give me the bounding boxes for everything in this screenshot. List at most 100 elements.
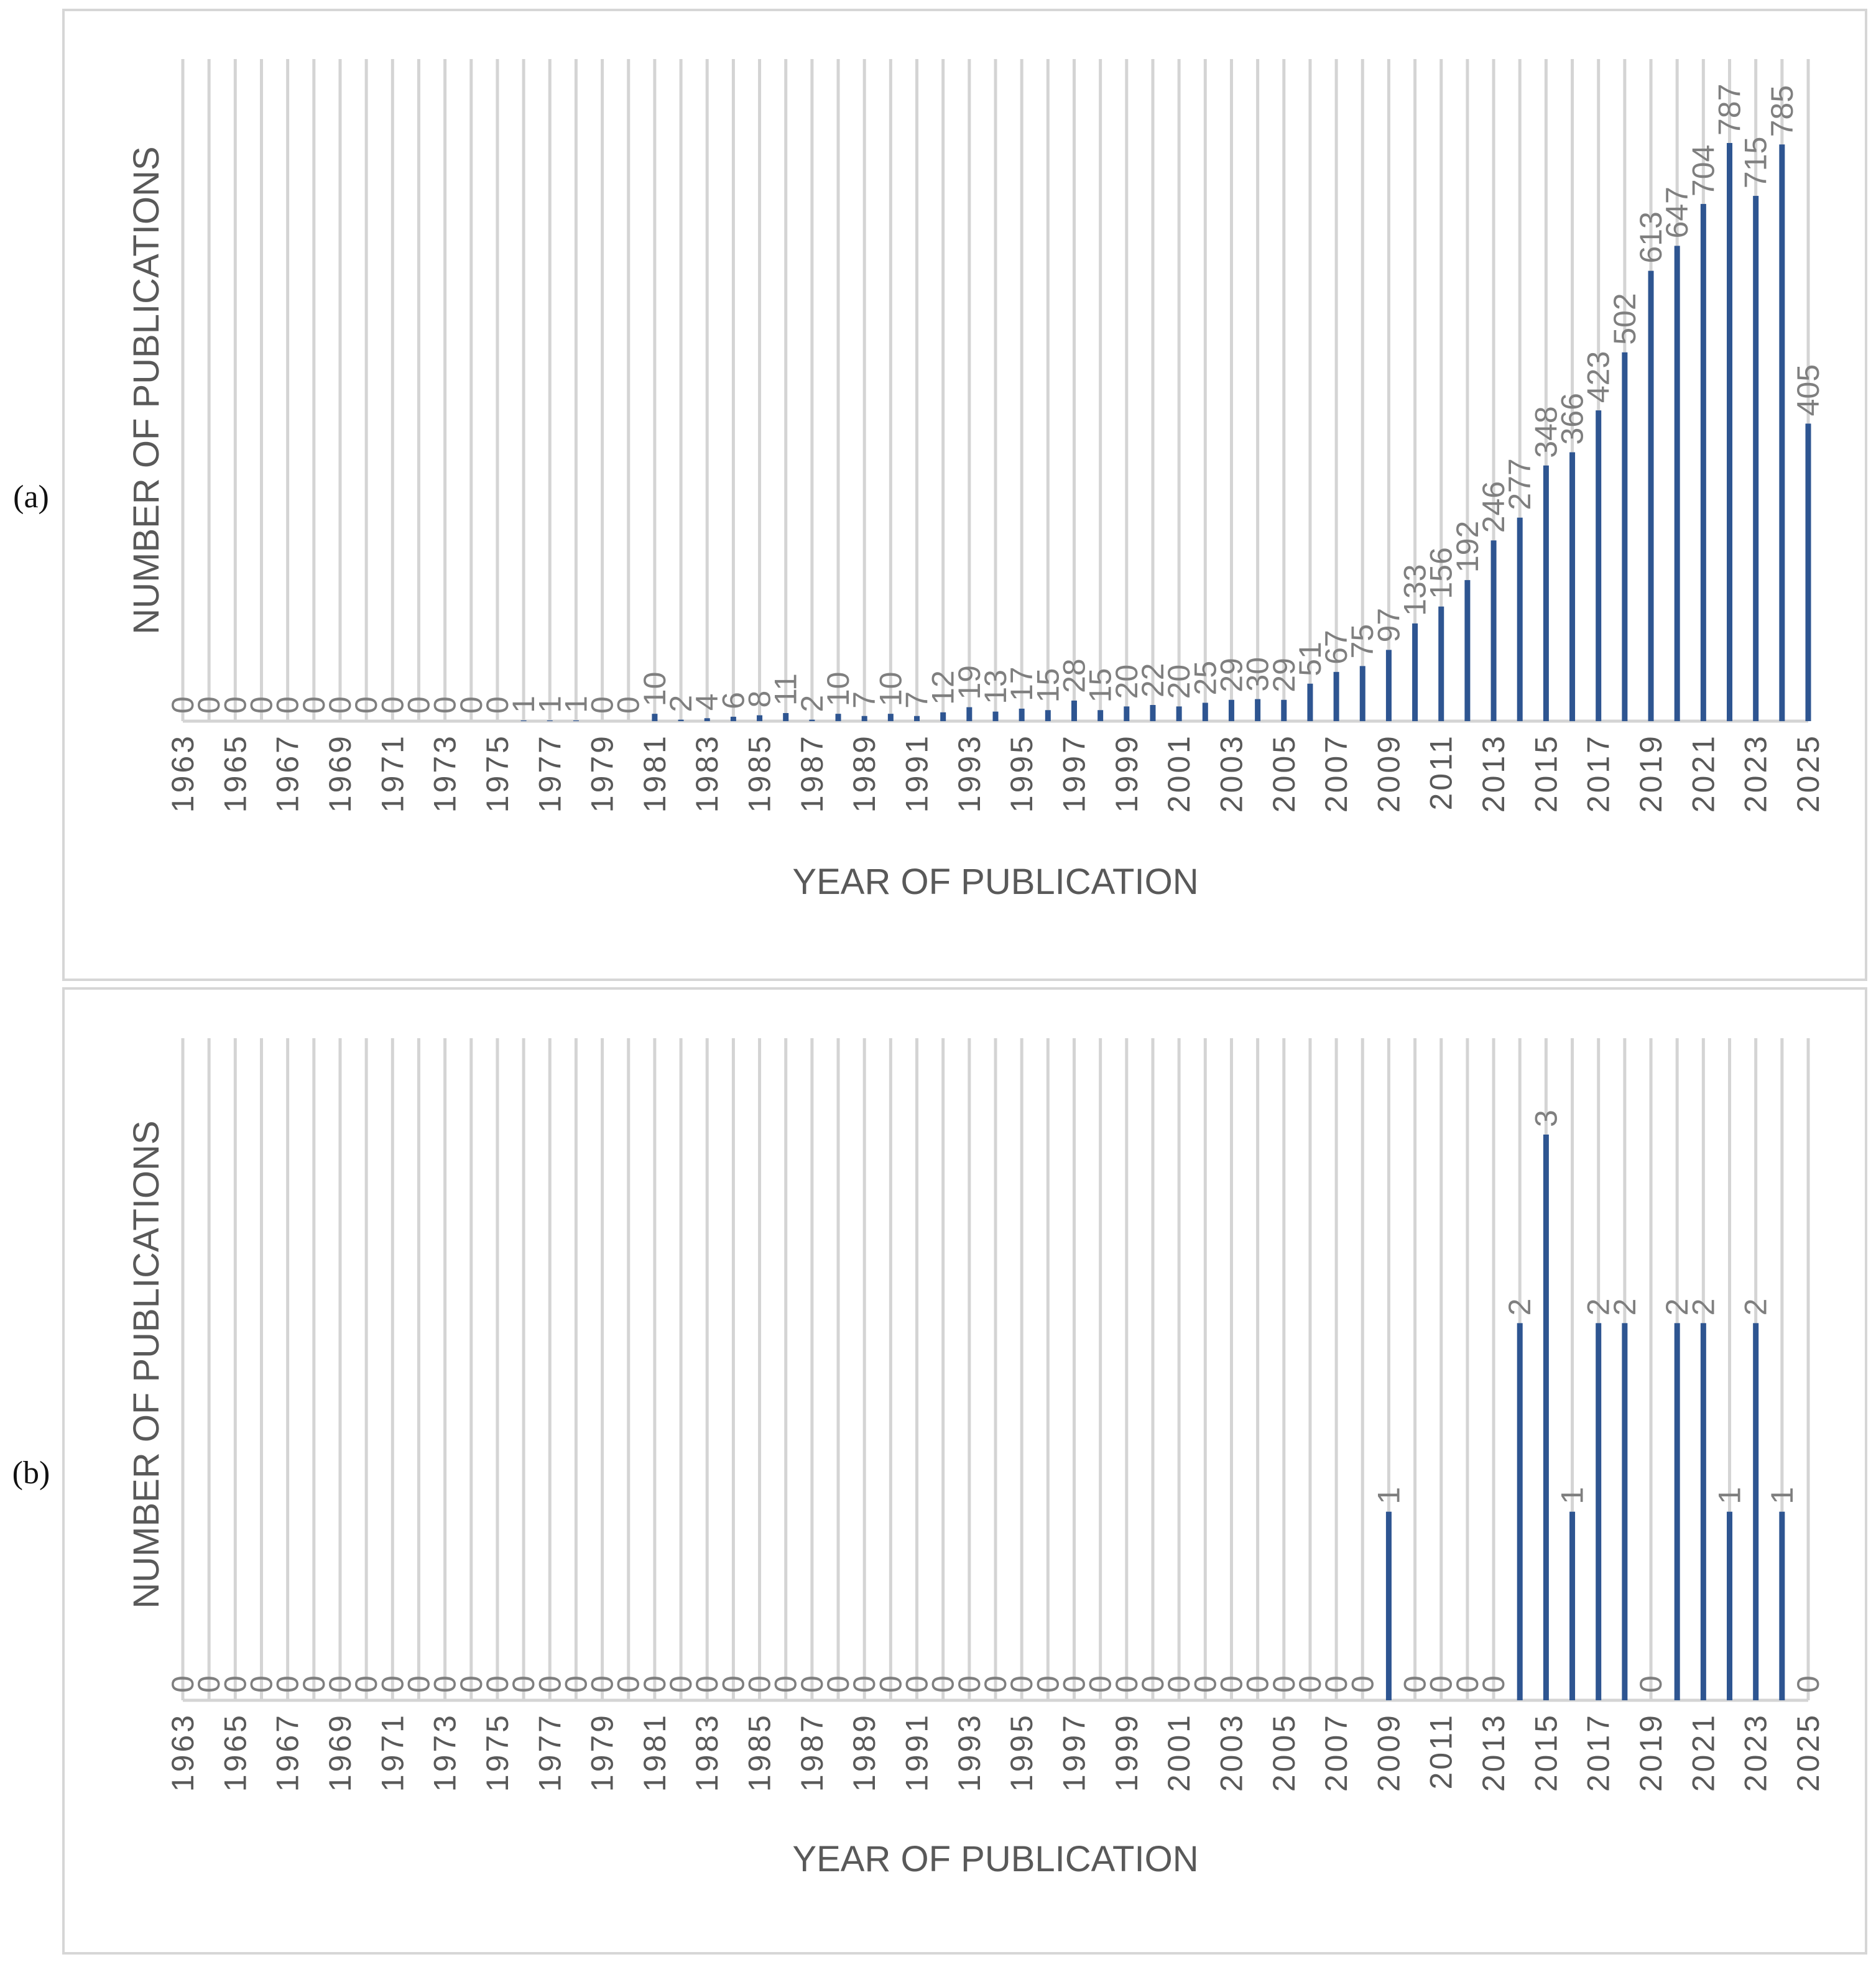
x-tick-label-1973: 1973 bbox=[428, 1713, 463, 1792]
bar-2018 bbox=[1622, 1323, 1628, 1700]
data-label-2013: 0 bbox=[1476, 1675, 1511, 1693]
x-tick-label-2013: 2013 bbox=[1476, 1713, 1511, 1792]
data-label-1998: 0 bbox=[1083, 1675, 1118, 1693]
x-tick-label-2025: 2025 bbox=[1791, 734, 1826, 813]
data-label-2010: 133 bbox=[1398, 564, 1433, 615]
data-label-1968: 0 bbox=[297, 1675, 331, 1693]
data-label-1992: 12 bbox=[926, 670, 961, 705]
data-label-1991: 7 bbox=[900, 691, 935, 709]
data-label-1980: 0 bbox=[611, 696, 646, 714]
data-label-1975: 0 bbox=[480, 696, 515, 714]
bar-2023 bbox=[1753, 1323, 1759, 1700]
x-tick-label-1991: 1991 bbox=[900, 734, 935, 813]
data-label-1972: 0 bbox=[401, 696, 436, 714]
x-tick-label-1991: 1991 bbox=[900, 1713, 935, 1792]
data-label-2002: 25 bbox=[1188, 661, 1222, 696]
data-label-2004: 0 bbox=[1241, 1675, 1275, 1693]
data-label-1976: 0 bbox=[506, 1675, 541, 1693]
data-label-2008: 0 bbox=[1345, 1675, 1380, 1693]
data-label-1983: 4 bbox=[690, 693, 724, 711]
gridlines bbox=[181, 1038, 1810, 1700]
data-label-2004: 30 bbox=[1241, 657, 1275, 692]
data-labels: 0000000000000000000000000000000000000000… bbox=[165, 1110, 1826, 1693]
data-labels: 0000000000000111001024681121071071219131… bbox=[165, 84, 1826, 714]
bar-2018 bbox=[1622, 352, 1628, 721]
data-label-2002: 0 bbox=[1188, 1675, 1222, 1693]
data-label-1985: 0 bbox=[742, 1675, 777, 1693]
data-label-1982: 0 bbox=[663, 1675, 698, 1693]
bar-2025 bbox=[1805, 423, 1811, 721]
data-label-1986: 0 bbox=[769, 1675, 803, 1693]
data-label-1993: 0 bbox=[952, 1675, 987, 1693]
data-label-1973: 0 bbox=[428, 696, 463, 714]
data-label-2003: 29 bbox=[1214, 658, 1249, 693]
data-label-2011: 0 bbox=[1424, 1675, 1459, 1693]
x-tick-label-1995: 1995 bbox=[1004, 734, 1039, 813]
gridlines bbox=[181, 59, 1810, 721]
data-label-2015: 348 bbox=[1528, 406, 1563, 458]
x-tick-label-1985: 1985 bbox=[742, 1713, 777, 1792]
data-label-2019: 0 bbox=[1633, 1675, 1668, 1693]
panel-a-label: (a) bbox=[13, 479, 49, 515]
x-axis-title: YEAR OF PUBLICATION bbox=[792, 862, 1198, 902]
chart-a: 0000000000000111001024681121071071219131… bbox=[126, 59, 1826, 902]
x-tick-label-1993: 1993 bbox=[952, 734, 987, 813]
data-label-2021: 704 bbox=[1686, 145, 1721, 196]
bar-2022 bbox=[1727, 1511, 1733, 1700]
x-tick-label-1985: 1985 bbox=[742, 734, 777, 813]
data-label-1989: 0 bbox=[847, 1675, 882, 1693]
bars bbox=[1385, 1135, 1785, 1700]
data-label-2025: 405 bbox=[1791, 364, 1826, 416]
bar-2017 bbox=[1596, 1323, 1602, 1700]
x-tick-label-1987: 1987 bbox=[795, 1713, 829, 1792]
bar-1986 bbox=[783, 713, 789, 721]
bar-1991 bbox=[914, 716, 920, 721]
data-label-1975: 0 bbox=[480, 1675, 515, 1693]
data-label-1976: 1 bbox=[506, 696, 541, 713]
data-label-1969: 0 bbox=[323, 1675, 358, 1693]
data-label-2000: 22 bbox=[1135, 663, 1170, 698]
panel-b-label: (b) bbox=[12, 1455, 50, 1491]
x-tick-label-1963: 1963 bbox=[165, 1713, 200, 1792]
data-label-2008: 75 bbox=[1345, 624, 1380, 659]
data-label-1979: 0 bbox=[585, 696, 620, 714]
data-label-1967: 0 bbox=[270, 1675, 305, 1693]
bar-1989 bbox=[861, 716, 867, 721]
data-label-1988: 0 bbox=[821, 1675, 856, 1693]
bars bbox=[520, 143, 1811, 722]
bar-2014 bbox=[1517, 517, 1523, 721]
x-tick-label-1963: 1963 bbox=[165, 734, 200, 813]
data-label-1965: 0 bbox=[218, 696, 252, 714]
data-label-1986: 11 bbox=[769, 673, 803, 706]
data-label-2005: 29 bbox=[1267, 658, 1301, 693]
bar-2020 bbox=[1674, 246, 1680, 722]
x-tick-label-1975: 1975 bbox=[480, 1713, 515, 1792]
y-axis-title: NUMBER OF PUBLICATIONS bbox=[126, 1120, 167, 1608]
data-label-2017: 423 bbox=[1581, 351, 1616, 403]
x-tick-label-1971: 1971 bbox=[375, 734, 410, 813]
data-label-1999: 20 bbox=[1109, 665, 1144, 699]
data-label-2006: 0 bbox=[1293, 1675, 1328, 1693]
x-tick-label-2011: 2011 bbox=[1424, 1713, 1459, 1790]
data-label-1994: 0 bbox=[978, 1675, 1013, 1693]
data-label-1981: 0 bbox=[637, 1675, 672, 1693]
bar-2003 bbox=[1228, 699, 1234, 721]
x-tick-label-2005: 2005 bbox=[1267, 734, 1301, 813]
bar-1982 bbox=[678, 719, 684, 721]
data-label-2001: 20 bbox=[1162, 665, 1196, 699]
data-label-1974: 0 bbox=[454, 696, 489, 714]
bar-2013 bbox=[1490, 540, 1497, 721]
data-label-1980: 0 bbox=[611, 1675, 646, 1693]
data-label-2003: 0 bbox=[1214, 1675, 1249, 1693]
x-tick-label-1983: 1983 bbox=[690, 734, 724, 813]
data-label-1984: 6 bbox=[716, 692, 751, 709]
chart-b: 0000000000000000000000000000000000000000… bbox=[126, 1038, 1826, 1879]
data-label-2020: 647 bbox=[1660, 187, 1694, 238]
bar-1996 bbox=[1045, 710, 1051, 721]
bar-2009 bbox=[1385, 650, 1392, 721]
x-tick-label-2007: 2007 bbox=[1319, 1713, 1354, 1792]
bar-2021 bbox=[1700, 204, 1706, 722]
x-tick-label-1969: 1969 bbox=[323, 1713, 358, 1792]
x-tick-label-2003: 2003 bbox=[1214, 1713, 1249, 1792]
x-tick-label-1969: 1969 bbox=[323, 734, 358, 813]
